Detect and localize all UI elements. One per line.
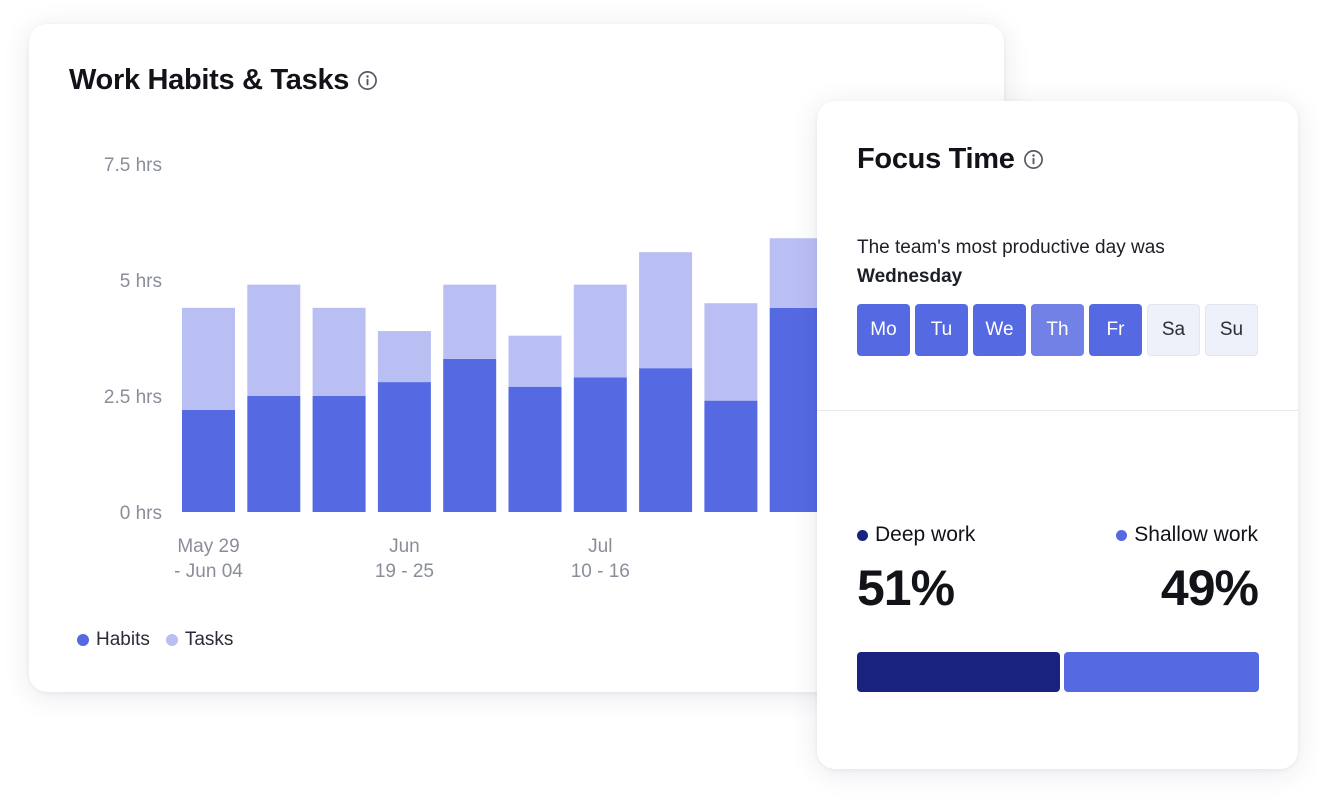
shallow-work-label: Shallow work (1116, 523, 1258, 547)
info-icon[interactable] (357, 70, 378, 91)
bar-tasks (704, 303, 758, 401)
focus-time-card: Focus Time The team's most productive da… (817, 101, 1298, 769)
shallow-work-text: Shallow work (1134, 523, 1258, 546)
section-divider (817, 410, 1298, 411)
bar-habits (704, 400, 758, 512)
day-label: Tu (930, 319, 953, 340)
chart-legend: Habits Tasks (77, 629, 233, 651)
day-cell-su[interactable]: Su (1205, 304, 1258, 356)
day-label: Fr (1106, 319, 1125, 340)
day-label: Th (1046, 319, 1069, 340)
day-cell-sa[interactable]: Sa (1147, 304, 1200, 356)
legend-label-tasks: Tasks (184, 629, 234, 650)
day-label: Sa (1161, 319, 1186, 340)
deep-work-segment (857, 652, 1060, 692)
shallow-work-dot (1116, 529, 1128, 541)
bar-habits (508, 386, 562, 512)
legend-swatch-tasks (165, 634, 178, 646)
x-tick-label: - Jun 04 (174, 561, 243, 582)
bar-habits (769, 307, 823, 512)
shallow-work-segment (1063, 652, 1259, 692)
focus-time-title: Focus Time (857, 143, 1015, 175)
day-label: Su (1219, 319, 1244, 340)
bar-habits (639, 368, 693, 512)
work-split-bar (857, 652, 1259, 692)
day-label: Mo (870, 319, 897, 340)
x-tick-label: May 29 (177, 536, 239, 557)
y-tick-label: 7.5 hrs (104, 155, 162, 176)
bar-habits (312, 396, 366, 512)
bar-tasks (573, 284, 627, 378)
work-habits-title-row: Work Habits & Tasks (69, 64, 378, 97)
weekday-heatmap: Mo Tu We Th Fr Sa Su (857, 304, 1258, 356)
legend-item-tasks: Tasks (165, 629, 234, 651)
bar-habits (182, 409, 235, 512)
bar-habits (443, 358, 497, 512)
productive-day-name: Wednesday (857, 266, 963, 287)
x-tick-label: Jun (389, 536, 420, 557)
bar-habits (573, 377, 627, 512)
day-cell-we[interactable]: We (973, 304, 1026, 356)
legend-label-habits: Habits (96, 629, 150, 650)
day-cell-th[interactable]: Th (1031, 304, 1084, 356)
bar-tasks (639, 252, 693, 369)
x-tick-label: 19 - 25 (375, 561, 434, 582)
habits-tasks-bar-chart: 0 hrs 2.5 hrs 5 hrs 7.5 hrs May 29 - Jun 04 Ju… (104, 155, 823, 582)
day-cell-fr[interactable]: Fr (1089, 304, 1142, 356)
bar-habits (377, 382, 431, 512)
bar-tasks (508, 335, 562, 387)
x-tick-label: 10 - 16 (571, 561, 630, 582)
bar-habits (247, 396, 301, 512)
bar-tasks (312, 307, 366, 396)
legend-swatch-habits (77, 634, 89, 646)
shallow-work-percent: 49% (1160, 560, 1259, 616)
day-cell-mo[interactable]: Mo (857, 304, 910, 356)
work-habits-title: Work Habits & Tasks (69, 64, 350, 96)
deep-work-text: Deep work (875, 523, 976, 546)
info-icon[interactable] (1023, 149, 1044, 170)
focus-time-title-row: Focus Time (857, 143, 1044, 176)
bar-tasks (443, 284, 497, 359)
y-tick-label: 5 hrs (120, 271, 162, 292)
bar-tasks (182, 307, 235, 410)
day-cell-tu[interactable]: Tu (915, 304, 968, 356)
bar-tasks (247, 284, 301, 396)
legend-item-habits: Habits (77, 629, 150, 651)
deep-work-dot (857, 529, 868, 541)
y-tick-label: 0 hrs (120, 503, 162, 524)
bar-tasks (769, 238, 823, 308)
x-tick-label: Jul (588, 536, 612, 557)
day-label: We (985, 319, 1014, 340)
deep-work-percent: 51% (857, 560, 955, 616)
deep-work-label: Deep work (857, 523, 975, 547)
productive-day-text: The team's most productive day was Wedne… (857, 233, 1277, 291)
productive-day-sentence: The team's most productive day was (857, 237, 1165, 258)
y-tick-label: 2.5 hrs (104, 387, 162, 408)
bar-tasks (377, 331, 431, 383)
